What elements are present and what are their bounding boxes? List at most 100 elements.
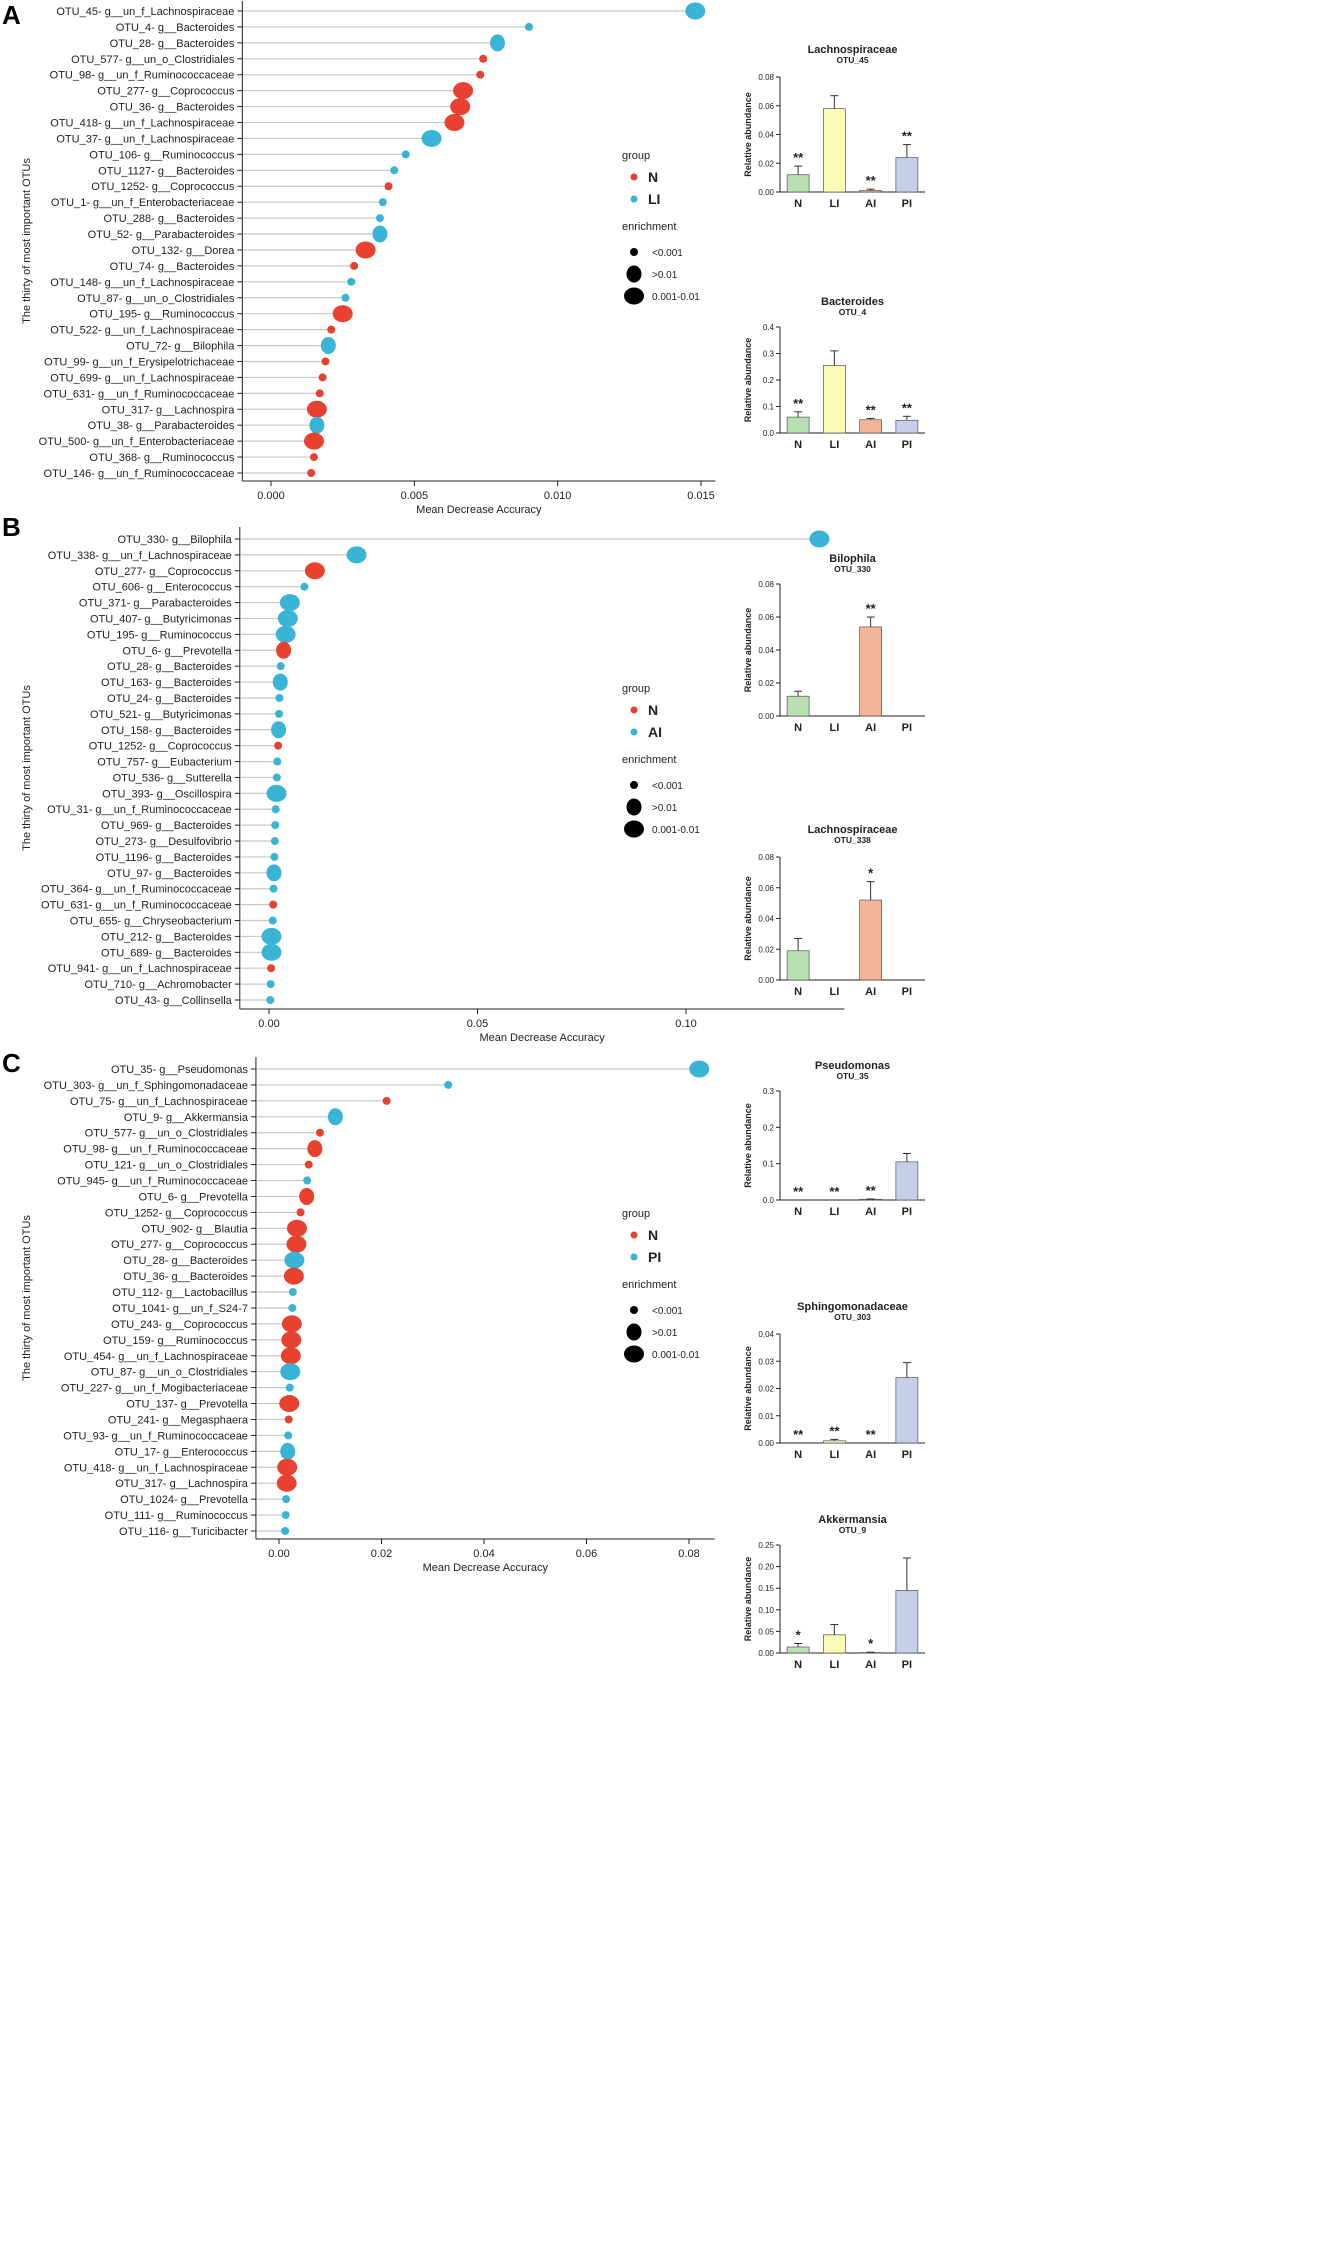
bar-chart-subtitle: OTU_338 [834,835,871,845]
bar [859,419,882,434]
otu-dot [277,609,298,627]
bar-category-label: PI [902,722,912,734]
otu-label: OTU_37- g__un_f_Lachnospiraceae [56,133,234,145]
bar-category-label: N [794,1659,802,1671]
otu-dot [327,1108,343,1126]
otu-dot [277,1458,298,1476]
x-axis-title: Mean Decrease Accuracy [423,1562,549,1574]
otu-label: OTU_338- g__un_f_Lachnospiraceae [48,550,232,562]
otu-dot [320,337,336,355]
otu-label: OTU_43- g__Collinsella [115,995,233,1007]
otu-dot [266,784,287,802]
legend-enrichment-dot [630,248,638,256]
otu-dot [269,900,278,909]
otu-dot [421,129,442,147]
significance-marker: * [868,866,874,881]
bar-y-tick-label: 0.2 [763,376,775,385]
legend-enrichment-label: >0.01 [652,1328,678,1339]
otu-dot [284,1415,293,1424]
significance-marker: ** [902,129,913,144]
bar-y-tick-label: 0.01 [758,1412,774,1421]
legend-enrichment-label: >0.01 [652,270,678,281]
bar-category-label: LI [829,1206,839,1218]
otu-label: OTU_28- g__Bacteroides [123,1255,248,1267]
otu-label: OTU_227- g__un_f_Mogibacteriaceae [61,1383,248,1395]
bar-y-axis-title: Relative abundance [743,1346,753,1431]
otu-label: OTU_9- g__Akkermansia [124,1112,249,1124]
otu-dot [327,325,336,334]
otu-label: OTU_288- g__Bacteroides [103,213,234,225]
significance-marker: ** [866,402,877,417]
bar-y-tick-label: 0.20 [758,1563,774,1572]
x-tick-label: 0.04 [473,1548,494,1560]
dot-plot-c: 0.00 0.02 0.04 0.06 0.08 Mean Decrease Accura… [21,1057,715,1574]
otu-dot [525,22,533,31]
x-tick-label: 0.00 [258,1018,279,1030]
otu-dot [307,469,316,477]
otu-label: OTU_112- g__Lactobacillus [112,1287,248,1299]
bar-chart-subtitle: OTU_4 [839,307,867,317]
x-tick-label: 0.06 [576,1548,597,1560]
otu-label: OTU_757- g__Eubacterium [97,757,232,769]
otu-label: OTU_273- g__Desulfovibrio [95,836,231,848]
bar-category-label: AI [865,722,876,734]
otu-label: OTU_317- g__Lachnospira [102,404,236,416]
otu-dot [444,1080,453,1089]
otu-dot [450,98,471,116]
otu-label: OTU_4- g__Bacteroides [116,22,235,34]
otu-label: OTU_277- g__Coprococcus [95,566,232,578]
legend-enrichment-label: <0.001 [652,781,683,792]
bar-category-label: AI [865,1206,876,1218]
panel-letter-b: B [2,512,21,542]
otu-dot [689,1060,710,1078]
bar [895,157,919,193]
otu-dot [384,182,393,191]
otu-dot [304,432,324,450]
dot-plot-b: 0.00 0.05 0.10 Mean Decrease Accuracy The th… [21,527,845,1044]
otu-dot [276,641,292,659]
x-tick-label: 0.00 [268,1548,289,1560]
bar-y-tick-label: 0.15 [758,1584,774,1593]
otu-dot [444,114,465,132]
otu-dot [267,964,276,973]
otu-label: OTU_17- g__Enterococcus [115,1446,249,1458]
bar-category-label: AI [865,1659,876,1671]
otu-dot [310,453,318,462]
otu-dot [347,277,356,286]
otu-label: OTU_631- g__un_f_Ruminococcaceae [41,900,232,912]
bar [786,174,810,193]
bar-y-tick-label: 0.02 [758,1385,774,1394]
significance-marker: ** [793,396,804,411]
otu-dot [280,1363,301,1381]
y-axis-title: The thirty of most important OTUs [21,1215,33,1381]
otu-dot [316,1128,324,1137]
otu-label: OTU_106- g__Ruminococcus [89,149,234,161]
bar [895,1377,919,1444]
otu-label: OTU_98- g__un_f_Ruminococcaceae [63,1144,248,1156]
bar-y-tick-label: 0.08 [758,580,774,589]
otu-label: OTU_699- g__un_f_Lachnospiraceae [50,372,234,384]
otu-dot [261,943,282,961]
bar [895,419,919,434]
otu-dot [318,373,327,382]
otu-dot [307,1140,323,1158]
otu-label: OTU_116- g__Turicibacter [119,1526,248,1538]
otu-label: OTU_1127- g__Bacteroides [98,165,235,177]
significance-marker: ** [793,1427,804,1442]
bar-chart-subtitle: OTU_35 [836,1071,868,1081]
otu-label: OTU_577- g__un_o_Clostridiales [71,54,235,66]
otu-dot [286,1235,307,1253]
bar [786,950,810,981]
bar-chart-title: Pseudomonas [815,1060,890,1072]
y-axis-title: The thirty of most important OTUs [21,158,33,324]
otu-dot [270,837,279,846]
otu-dot [282,1495,291,1504]
otu-label: OTU_28- g__Bacteroides [107,661,232,673]
otu-dot [309,416,325,434]
otu-dot [272,673,288,691]
otu-label: OTU_371- g__Parabacteroides [79,598,232,610]
otu-label: OTU_38- g__Parabacteroides [88,420,235,432]
